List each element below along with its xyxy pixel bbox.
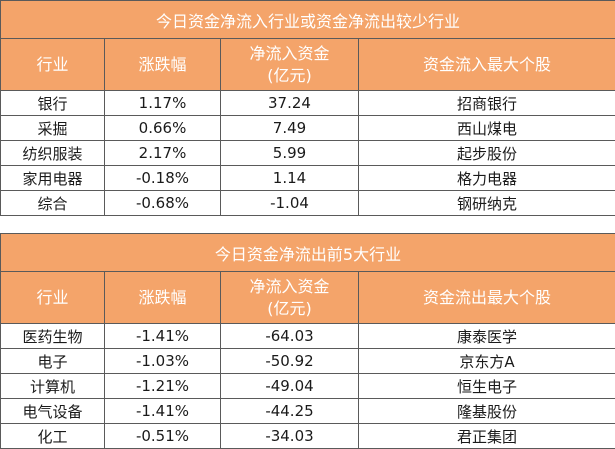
stock-cell: 起步股份 xyxy=(359,141,615,166)
table-row: 计算机 -1.21% -49.04 恒生电子 xyxy=(1,374,615,399)
table-row: 采掘 0.66% 7.49 西山煤电 xyxy=(1,116,615,141)
inflow-table-title: 今日资金净流入行业或资金净流出较少行业 xyxy=(1,1,615,39)
stock-cell: 隆基股份 xyxy=(359,399,615,424)
outflow-header-row: 行业 涨跌幅 净流入资金 (亿元) 资金流出最大个股 xyxy=(1,272,615,324)
change-cell: -0.18% xyxy=(105,166,221,191)
flow-cell: -34.03 xyxy=(221,424,359,449)
header-net-inflow: 净流入资金 (亿元) xyxy=(221,272,359,324)
industry-cell: 银行 xyxy=(1,91,105,116)
header-top-stock: 资金流入最大个股 xyxy=(359,39,615,91)
change-cell: 2.17% xyxy=(105,141,221,166)
flow-cell: 5.99 xyxy=(221,141,359,166)
change-cell: -0.68% xyxy=(105,191,221,216)
flow-cell: -44.25 xyxy=(221,399,359,424)
industry-cell: 家用电器 xyxy=(1,166,105,191)
industry-cell: 医药生物 xyxy=(1,324,105,349)
header-net-inflow-label: 净流入资金 xyxy=(221,276,358,298)
industry-cell: 电子 xyxy=(1,349,105,374)
change-cell: 0.66% xyxy=(105,116,221,141)
header-net-inflow-unit: (亿元) xyxy=(221,65,358,87)
stock-cell: 京东方A xyxy=(359,349,615,374)
outflow-title-row: 今日资金净流出前5大行业 xyxy=(1,234,615,272)
industry-cell: 纺织服装 xyxy=(1,141,105,166)
inflow-title-row: 今日资金净流入行业或资金净流出较少行业 xyxy=(1,1,615,39)
stock-cell: 格力电器 xyxy=(359,166,615,191)
stock-cell: 西山煤电 xyxy=(359,116,615,141)
change-cell: -0.51% xyxy=(105,424,221,449)
table-row: 银行 1.17% 37.24 招商银行 xyxy=(1,91,615,116)
flow-cell: 7.49 xyxy=(221,116,359,141)
table-row: 纺织服装 2.17% 5.99 起步股份 xyxy=(1,141,615,166)
table-row: 电气设备 -1.41% -44.25 隆基股份 xyxy=(1,399,615,424)
flow-cell: -64.03 xyxy=(221,324,359,349)
header-top-stock: 资金流出最大个股 xyxy=(359,272,615,324)
header-net-inflow: 净流入资金 (亿元) xyxy=(221,39,359,91)
stock-cell: 康泰医学 xyxy=(359,324,615,349)
flow-cell: 37.24 xyxy=(221,91,359,116)
header-change: 涨跌幅 xyxy=(105,272,221,324)
industry-cell: 采掘 xyxy=(1,116,105,141)
change-cell: -1.41% xyxy=(105,399,221,424)
table-row: 化工 -0.51% -34.03 君正集团 xyxy=(1,424,615,449)
industry-cell: 化工 xyxy=(1,424,105,449)
header-industry: 行业 xyxy=(1,39,105,91)
flow-cell: -50.92 xyxy=(221,349,359,374)
stock-cell: 君正集团 xyxy=(359,424,615,449)
change-cell: -1.21% xyxy=(105,374,221,399)
table-row: 医药生物 -1.41% -64.03 康泰医学 xyxy=(1,324,615,349)
stock-cell: 招商银行 xyxy=(359,91,615,116)
industry-cell: 综合 xyxy=(1,191,105,216)
table-row: 家用电器 -0.18% 1.14 格力电器 xyxy=(1,166,615,191)
header-net-inflow-unit: (亿元) xyxy=(221,298,358,320)
stock-cell: 恒生电子 xyxy=(359,374,615,399)
change-cell: -1.41% xyxy=(105,324,221,349)
inflow-header-row: 行业 涨跌幅 净流入资金 (亿元) 资金流入最大个股 xyxy=(1,39,615,91)
outflow-table: 今日资金净流出前5大行业 行业 涨跌幅 净流入资金 (亿元) 资金流出最大个股 … xyxy=(0,233,615,449)
change-cell: 1.17% xyxy=(105,91,221,116)
change-cell: -1.03% xyxy=(105,349,221,374)
header-change: 涨跌幅 xyxy=(105,39,221,91)
flow-cell: -1.04 xyxy=(221,191,359,216)
stock-cell: 钢研纳克 xyxy=(359,191,615,216)
flow-cell: -49.04 xyxy=(221,374,359,399)
industry-cell: 计算机 xyxy=(1,374,105,399)
header-industry: 行业 xyxy=(1,272,105,324)
header-net-inflow-label: 净流入资金 xyxy=(221,43,358,65)
table-row: 综合 -0.68% -1.04 钢研纳克 xyxy=(1,191,615,216)
inflow-table: 今日资金净流入行业或资金净流出较少行业 行业 涨跌幅 净流入资金 (亿元) 资金… xyxy=(0,0,615,216)
outflow-table-title: 今日资金净流出前5大行业 xyxy=(1,234,615,272)
table-row: 电子 -1.03% -50.92 京东方A xyxy=(1,349,615,374)
industry-cell: 电气设备 xyxy=(1,399,105,424)
flow-cell: 1.14 xyxy=(221,166,359,191)
